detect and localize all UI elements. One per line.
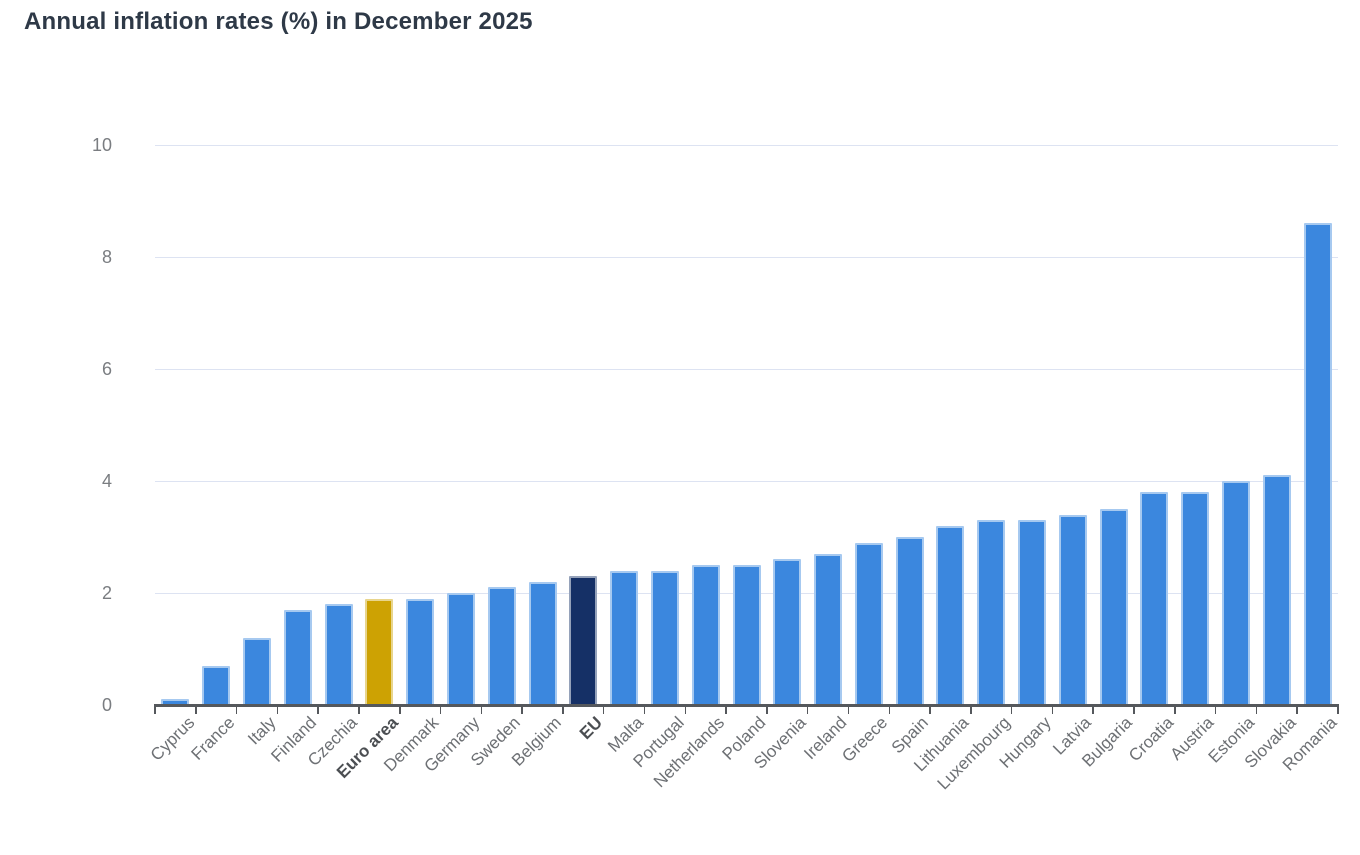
y-axis-tick-label: 2: [101, 583, 112, 603]
x-axis-label-italy: Italy: [243, 713, 280, 749]
bar-greece[interactable]: [854, 542, 883, 705]
x-axis-tick: [929, 706, 931, 714]
bar-cyprus[interactable]: [161, 699, 190, 705]
bar-bulgaria[interactable]: [1099, 509, 1128, 705]
bar-eu[interactable]: [569, 576, 598, 705]
x-axis-label-greece: Greece: [838, 713, 892, 766]
bar-austria[interactable]: [1181, 492, 1210, 705]
x-axis-tick: [195, 706, 197, 714]
x-axis-tick: [276, 706, 279, 714]
bar-luxembourg[interactable]: [977, 520, 1006, 705]
bar-estonia[interactable]: [1222, 481, 1251, 705]
chart-title: Annual inflation rates (%) in December 2…: [24, 8, 533, 35]
bar-denmark[interactable]: [406, 598, 435, 705]
x-axis-tick: [480, 706, 483, 714]
bar-germany[interactable]: [446, 593, 475, 705]
x-axis-tick: [888, 706, 891, 714]
y-axis-tick-label: 4: [101, 471, 112, 491]
x-axis-tick: [154, 706, 156, 714]
x-axis-tick: [847, 706, 850, 714]
bar-poland[interactable]: [732, 565, 761, 705]
x-axis-tick: [766, 706, 768, 714]
y-axis-tick-label: 6: [101, 359, 112, 379]
bar-portugal[interactable]: [650, 570, 679, 705]
x-axis-tick: [602, 706, 605, 714]
bar-malta[interactable]: [610, 570, 639, 705]
bar-croatia[interactable]: [1140, 492, 1169, 705]
bar-romania[interactable]: [1303, 223, 1332, 705]
bar-sweden[interactable]: [487, 587, 516, 705]
bar-czechia[interactable]: [324, 604, 353, 705]
x-axis-tick: [1337, 706, 1339, 714]
x-axis-label-croatia: Croatia: [1124, 713, 1177, 766]
y-axis-tick-label: 10: [91, 135, 112, 155]
x-axis-line: [154, 704, 1339, 707]
x-axis-tick: [643, 706, 646, 714]
x-axis-tick: [317, 706, 319, 714]
x-axis-tick: [1255, 706, 1258, 714]
bar-slovakia[interactable]: [1262, 475, 1291, 705]
x-axis-tick: [806, 706, 809, 714]
bar-belgium[interactable]: [528, 581, 557, 705]
x-axis-tick: [1010, 706, 1013, 714]
y-axis-tick-label: 0: [101, 695, 112, 715]
bar-finland[interactable]: [283, 609, 312, 705]
x-axis-tick: [1214, 706, 1217, 714]
gridline-y-8: [155, 256, 1338, 258]
x-axis-tick: [399, 706, 401, 714]
x-axis-label-eu: EU: [575, 713, 606, 744]
gridline-y-10: [155, 144, 1338, 146]
x-axis-tick: [1296, 706, 1298, 714]
bar-lithuania[interactable]: [936, 525, 965, 705]
bar-netherlands[interactable]: [691, 565, 720, 705]
gridline-y-4: [155, 480, 1338, 482]
x-axis-tick: [684, 706, 687, 714]
x-axis-tick: [439, 706, 442, 714]
gridline-y-6: [155, 368, 1338, 370]
bar-spain[interactable]: [895, 537, 924, 705]
x-axis-tick: [1133, 706, 1135, 714]
x-axis-label-cyprus: Cyprus: [146, 713, 198, 765]
x-axis-tick: [970, 706, 972, 714]
bar-hungary[interactable]: [1018, 520, 1047, 705]
bar-france[interactable]: [202, 665, 231, 705]
bar-latvia[interactable]: [1058, 514, 1087, 705]
x-axis-label-france: France: [187, 713, 239, 764]
bar-ireland[interactable]: [814, 553, 843, 705]
x-axis-tick: [1051, 706, 1054, 714]
x-axis-tick: [521, 706, 523, 714]
bar-italy[interactable]: [242, 637, 271, 705]
x-axis-tick: [562, 706, 564, 714]
bar-euro-area[interactable]: [365, 598, 394, 705]
x-axis-tick: [235, 706, 238, 714]
bar-slovenia[interactable]: [773, 559, 802, 705]
x-axis-tick: [358, 706, 360, 714]
x-axis-tick: [1174, 706, 1176, 714]
y-axis-tick-label: 8: [101, 247, 112, 267]
x-axis-tick: [1092, 706, 1094, 714]
x-axis-tick: [725, 706, 727, 714]
